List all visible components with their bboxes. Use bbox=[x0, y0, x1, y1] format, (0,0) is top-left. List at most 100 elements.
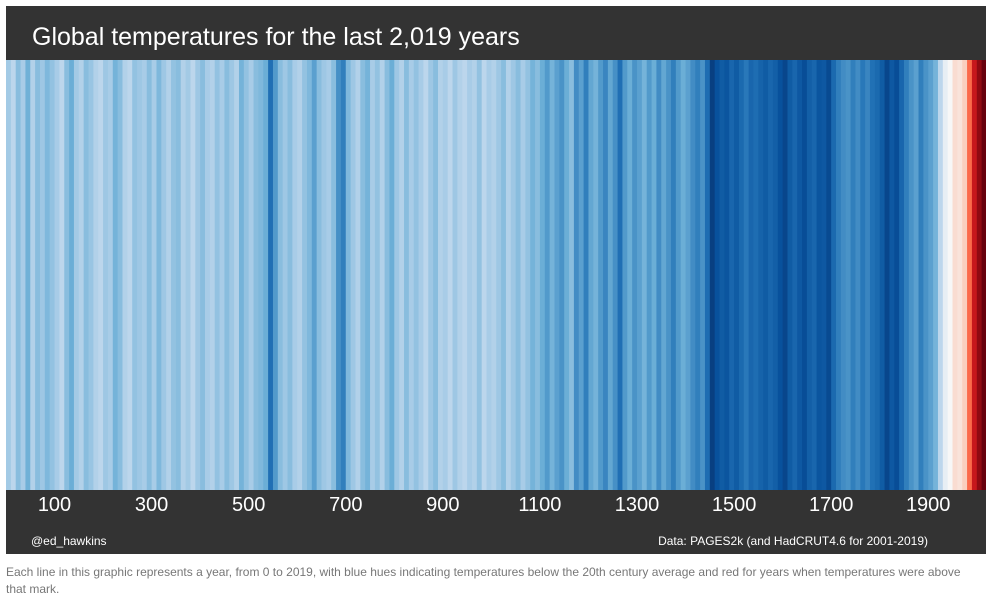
stripe-600 bbox=[297, 60, 303, 490]
stripe-740 bbox=[365, 60, 371, 490]
stripe-1680 bbox=[821, 60, 827, 490]
stripe-1920 bbox=[937, 60, 944, 490]
stripe-1750 bbox=[855, 60, 861, 490]
stripe-100 bbox=[54, 60, 60, 490]
stripe-790 bbox=[389, 60, 395, 490]
stripe-830 bbox=[408, 60, 415, 490]
stripe-660 bbox=[326, 60, 332, 490]
stripe-1260 bbox=[617, 60, 624, 490]
stripe-1620 bbox=[792, 60, 798, 490]
stripe-1760 bbox=[860, 60, 866, 490]
stripe-370 bbox=[185, 60, 192, 490]
stripe-460 bbox=[229, 60, 235, 490]
stripe-1270 bbox=[622, 60, 628, 490]
stripe-1670 bbox=[816, 60, 823, 490]
stripe-310 bbox=[156, 60, 162, 490]
x-tick-label-900: 900 bbox=[426, 494, 459, 516]
stripe-590 bbox=[292, 60, 298, 490]
stripe-1550 bbox=[758, 60, 764, 490]
stripe-1190 bbox=[583, 60, 590, 490]
stripe-1160 bbox=[569, 60, 575, 490]
stripe-1630 bbox=[797, 60, 803, 490]
stripe-1770 bbox=[865, 60, 871, 490]
stripe-1910 bbox=[933, 60, 939, 490]
stripe-780 bbox=[384, 60, 391, 490]
stripe-1440 bbox=[704, 60, 711, 490]
x-tick-label-1900: 1900 bbox=[906, 494, 951, 516]
x-tick-label-700: 700 bbox=[329, 494, 362, 516]
stripe-860 bbox=[423, 60, 429, 490]
stripe-730 bbox=[360, 60, 366, 490]
stripe-470 bbox=[234, 60, 240, 490]
stripe-1570 bbox=[768, 60, 774, 490]
stripe-10 bbox=[10, 60, 17, 490]
stripe-890 bbox=[438, 60, 444, 490]
stripe-850 bbox=[418, 60, 425, 490]
stripe-1810 bbox=[884, 60, 890, 490]
stripe-490 bbox=[243, 60, 250, 490]
stripe-610 bbox=[302, 60, 308, 490]
stripe-770 bbox=[379, 60, 386, 490]
stripe-990 bbox=[486, 60, 492, 490]
chart-title: Global temperatures for the last 2,019 y… bbox=[32, 23, 520, 51]
stripe-1050 bbox=[515, 60, 522, 490]
x-tick-label-1500: 1500 bbox=[712, 494, 757, 516]
stripe-1560 bbox=[763, 60, 769, 490]
stripe-320 bbox=[161, 60, 167, 490]
stripe-1610 bbox=[787, 60, 793, 490]
stripe-1010 bbox=[496, 60, 502, 490]
stripe-90 bbox=[49, 60, 56, 490]
stripe-1430 bbox=[700, 60, 706, 490]
x-tick-label-100: 100 bbox=[38, 494, 71, 516]
stripe-1000 bbox=[491, 60, 497, 490]
stripe-720 bbox=[355, 60, 361, 490]
stripe-1450 bbox=[709, 60, 716, 490]
stripe-1700 bbox=[831, 60, 837, 490]
stripe-1340 bbox=[656, 60, 662, 490]
stripe-1410 bbox=[690, 60, 696, 490]
stripe-1480 bbox=[724, 60, 730, 490]
stripe-580 bbox=[287, 60, 293, 490]
figure-caption: Each line in this graphic represents a y… bbox=[6, 565, 961, 596]
stripe-420 bbox=[209, 60, 216, 490]
stripe-1400 bbox=[685, 60, 691, 490]
stripe-550 bbox=[272, 60, 279, 490]
stripe-840 bbox=[413, 60, 420, 490]
stripe-1870 bbox=[913, 60, 920, 490]
stripe-1510 bbox=[738, 60, 745, 490]
stripe-1860 bbox=[908, 60, 915, 490]
stripe-160 bbox=[83, 60, 90, 490]
stripe-380 bbox=[190, 60, 196, 490]
stripe-980 bbox=[481, 60, 488, 490]
x-tick-label-1300: 1300 bbox=[615, 494, 660, 516]
stripe-1830 bbox=[894, 60, 900, 490]
stripe-620 bbox=[306, 60, 313, 490]
stripe-1690 bbox=[826, 60, 832, 490]
stripe-970 bbox=[476, 60, 483, 490]
stripe-410 bbox=[205, 60, 211, 490]
stripe-650 bbox=[321, 60, 327, 490]
stripe-1940 bbox=[947, 60, 954, 490]
stripe-1220 bbox=[598, 60, 604, 490]
stripe-1320 bbox=[646, 60, 653, 490]
stripe-1820 bbox=[889, 60, 895, 490]
stripe-1100 bbox=[539, 60, 546, 490]
stripe-910 bbox=[447, 60, 454, 490]
stripe-50 bbox=[30, 60, 36, 490]
stripe-1790 bbox=[874, 60, 881, 490]
stripe-1970 bbox=[962, 60, 968, 490]
stripe-920 bbox=[452, 60, 459, 490]
stripe-1090 bbox=[535, 60, 541, 490]
stripe-0 bbox=[6, 60, 12, 490]
stripe-1900 bbox=[928, 60, 934, 490]
stripe-2000 bbox=[976, 60, 983, 490]
stripe-1660 bbox=[811, 60, 818, 490]
stripe-1300 bbox=[637, 60, 643, 490]
stripe-1420 bbox=[695, 60, 701, 490]
stripe-1330 bbox=[651, 60, 658, 490]
stripe-690 bbox=[340, 60, 347, 490]
stripe-1390 bbox=[680, 60, 687, 490]
stripe-670 bbox=[331, 60, 337, 490]
stripe-1740 bbox=[850, 60, 857, 490]
stripe-950 bbox=[467, 60, 473, 490]
